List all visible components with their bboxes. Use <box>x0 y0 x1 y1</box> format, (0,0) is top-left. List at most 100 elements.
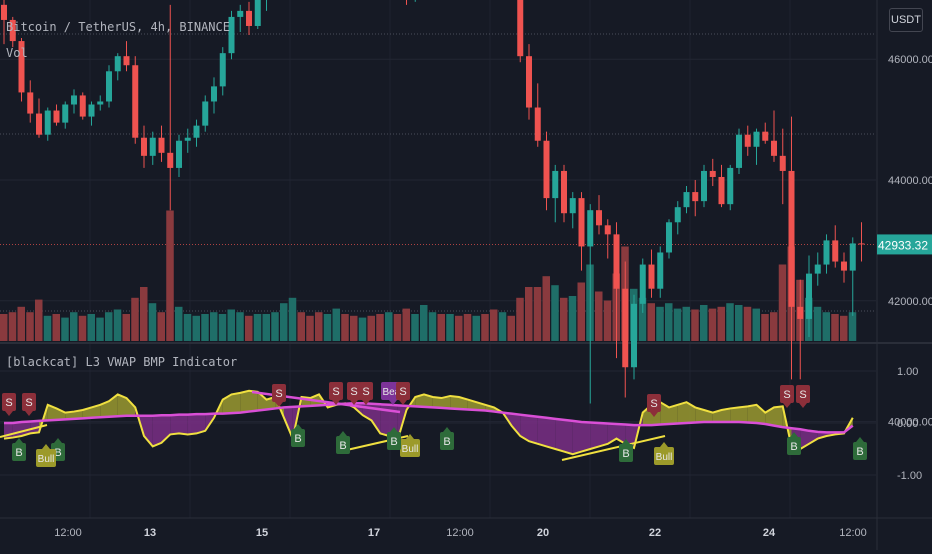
indicator-fill <box>65 411 74 420</box>
signal-text: B <box>856 446 863 458</box>
volume-bar <box>402 308 410 341</box>
signal-pointer <box>332 400 340 405</box>
indicator-fill <box>231 392 241 414</box>
volume-bar <box>595 291 603 341</box>
candle-body <box>561 170 567 214</box>
volume-bar <box>323 314 332 341</box>
volume-bar <box>735 305 743 341</box>
sell-signal: S <box>780 385 794 408</box>
axes: 48000.0046000.0044000.0042000.0040000.00… <box>54 54 932 539</box>
candle-body <box>543 140 550 199</box>
signal-text: Bull <box>656 452 673 463</box>
candle-body <box>97 101 104 105</box>
volume-bar <box>551 285 559 341</box>
signal-pointer <box>275 402 283 407</box>
candle-body <box>44 110 51 135</box>
candle-body <box>657 252 664 289</box>
indicator-fill <box>170 414 179 435</box>
indicator-fill <box>774 406 783 428</box>
signal-pointer <box>15 438 23 443</box>
time-tick-label: 22 <box>649 527 661 539</box>
indicator-fill <box>47 404 57 421</box>
candle-body <box>202 101 209 126</box>
signal-text: B <box>622 448 629 460</box>
signal-pointer <box>799 403 807 408</box>
time-tick-label: 24 <box>763 527 776 539</box>
indicator-fill <box>56 408 66 420</box>
signal-text: B <box>390 436 397 448</box>
candle-body <box>578 198 585 247</box>
indicator-fill <box>660 402 669 425</box>
signal-box <box>780 385 794 403</box>
indicator-fill <box>284 406 293 439</box>
buy-signal: B <box>387 427 401 450</box>
time-tick-label: 15 <box>256 527 268 539</box>
volume-bar <box>472 315 480 341</box>
volume-bar <box>665 303 673 341</box>
volume-bar <box>288 297 297 341</box>
signal-box <box>336 436 350 454</box>
volume-bar <box>778 264 787 341</box>
volume-bar <box>726 303 734 341</box>
signal-text: B <box>443 436 450 448</box>
volume-bar <box>516 297 524 341</box>
symbol-title[interactable]: Bitcoin / TetherUS, 4h, BINANCE <box>6 20 230 34</box>
candle-body <box>701 170 707 202</box>
candle-body <box>9 19 16 42</box>
volume-bar <box>0 314 8 341</box>
price-tick-label: 46000.00 <box>888 54 932 66</box>
last-price-tag <box>877 234 932 255</box>
signal-text: S <box>399 386 406 398</box>
candle-body <box>114 56 121 72</box>
buy-signal: B <box>291 424 305 447</box>
buy-signal: B <box>336 431 350 454</box>
volume-bar <box>481 314 489 341</box>
indicator-fill <box>564 419 573 455</box>
candle-body <box>167 152 174 168</box>
volume-label[interactable]: Vol <box>6 46 28 60</box>
indicator-fill <box>126 398 136 416</box>
volume-bar <box>603 300 612 341</box>
volume-bar <box>297 312 305 341</box>
signal-box <box>347 382 361 400</box>
volume-bar <box>393 314 402 341</box>
candle-body <box>788 170 795 307</box>
volume-bar <box>490 309 498 341</box>
signal-pointer <box>650 412 658 417</box>
indicator-fill <box>21 421 31 436</box>
signal-pointer <box>362 400 370 405</box>
time-tick-label: 17 <box>368 527 380 539</box>
signal-box <box>359 382 373 400</box>
candle-body <box>753 131 760 147</box>
signal-pointer <box>54 438 62 443</box>
indicator-fill <box>669 404 678 425</box>
signal-box <box>647 394 661 412</box>
indicator-fill <box>249 390 258 412</box>
currency-badge[interactable]: USDT <box>889 8 923 32</box>
candle-body <box>823 240 830 265</box>
signal-text: S <box>362 386 369 398</box>
candle-body <box>683 192 690 208</box>
candle-body <box>62 104 69 123</box>
volume-bar <box>761 314 769 341</box>
volume-bar <box>78 315 87 341</box>
indicator-fill <box>424 394 433 408</box>
signal-box <box>400 439 420 457</box>
volume-bar <box>411 314 419 341</box>
volume-bar <box>148 303 157 341</box>
indicator-title[interactable]: [blackcat] L3 VWAP BMP Indicator <box>6 355 238 369</box>
oscillator-line <box>3 389 854 456</box>
indicator-fill <box>739 406 748 423</box>
candle-body <box>246 10 252 26</box>
volume-bar <box>35 299 43 341</box>
signal-text: B <box>54 447 61 459</box>
candle-body <box>587 210 594 247</box>
candle-body <box>158 137 165 153</box>
candle-body <box>622 288 629 368</box>
candle-body <box>858 243 865 245</box>
indicator-fill <box>730 407 739 422</box>
volume-bar <box>498 312 507 341</box>
